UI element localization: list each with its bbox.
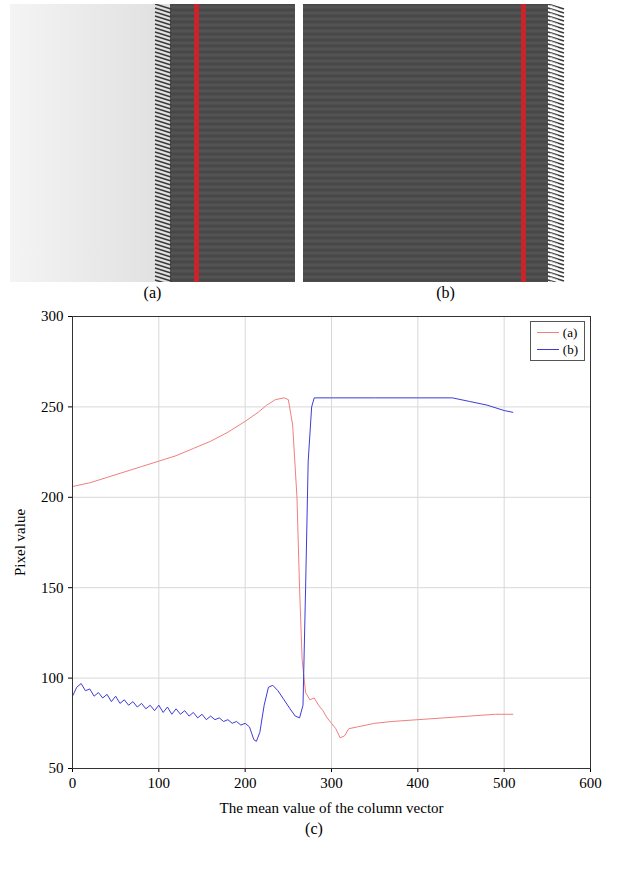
html-text:(b): (b): [436, 284, 455, 301]
svg-text:100: 100: [41, 670, 64, 686]
svg-text:200: 200: [234, 775, 257, 791]
svg-text:600: 600: [579, 775, 602, 791]
html-text:(a): (a): [143, 284, 162, 301]
svg-text:Pixel value: Pixel value: [12, 509, 28, 576]
svg-text:250: 250: [41, 399, 64, 415]
svg-text:200: 200: [41, 489, 64, 505]
svg-text:300: 300: [320, 775, 343, 791]
svg-text:50: 50: [49, 760, 64, 776]
html-text:(c): (c): [305, 820, 323, 837]
html-text:(a): (a): [562, 324, 578, 340]
html-text:(b): (b): [562, 341, 578, 357]
svg-text:150: 150: [41, 580, 64, 596]
svg-text:The mean value of the column v: The mean value of the column vector: [219, 800, 443, 816]
svg-text:0: 0: [69, 775, 77, 791]
svg-text:300: 300: [41, 308, 64, 324]
svg-text:100: 100: [148, 775, 171, 791]
svg-text:400: 400: [407, 775, 430, 791]
svg-text:500: 500: [493, 775, 515, 791]
